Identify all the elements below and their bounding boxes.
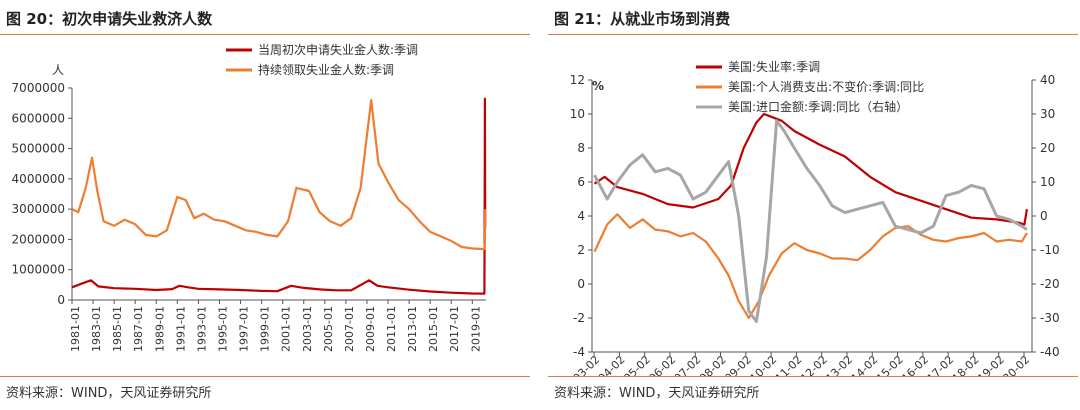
x-tick-label: 2005-01	[322, 306, 335, 352]
y-tick-label: 5000000	[12, 142, 65, 156]
legend-label: 美国:进口金额:季调:同比（右轴）	[728, 99, 908, 114]
y-tick-label: 0	[57, 293, 65, 307]
y-axis-unit-label: %	[592, 79, 604, 93]
x-tick-label: 2007-01	[343, 306, 356, 352]
x-tick-label: 2009-01	[364, 306, 377, 352]
series-line	[71, 97, 487, 295]
series-line	[71, 98, 487, 251]
x-tick-label: 1997-01	[238, 306, 251, 352]
x-tick-label: 1985-01	[111, 306, 124, 352]
y-tick-label: 8	[577, 141, 585, 155]
unemployment-claims-chart: 0 1000000 2000000 3000000 4000000 5000000 6000…	[12, 42, 487, 352]
x-tick-label: 2011-01	[385, 306, 398, 352]
title-divider	[0, 34, 530, 35]
figure-21-panel: 图 21：从就业市场到消费 -4 -2 0 2 4 6 8 10 12% -40 -30 -20 -10…	[548, 0, 1078, 410]
y-tick-label: 3000000	[12, 202, 65, 216]
series-line	[593, 112, 1028, 226]
y-tick-label: -2	[573, 311, 585, 325]
y2-tick-label: 40	[1040, 73, 1055, 87]
x-tick-label: 2017-01	[448, 306, 461, 352]
y-axis-unit-label: 人	[52, 63, 64, 77]
x-tick-label: 2013-01	[406, 306, 419, 352]
y2-tick-label: 30	[1040, 107, 1055, 121]
y-tick-label: 6	[577, 175, 585, 189]
y2-tick-label: 20	[1040, 141, 1055, 155]
legend-label: 持续领取失业金人数:季调	[258, 62, 394, 77]
series-line	[593, 119, 1028, 323]
legend-label: 美国:失业率:季调	[728, 59, 820, 74]
x-tick-label: 2003-01	[301, 306, 314, 352]
y-tick-label: 2	[577, 243, 585, 257]
y2-tick-label: 0	[1040, 209, 1048, 223]
y2-tick-label: -20	[1040, 277, 1060, 291]
x-tick-label: 1999-01	[259, 306, 272, 352]
y-tick-label: -4	[573, 345, 585, 359]
series-line	[593, 213, 1028, 320]
legend-label: 美国:个人消费支出:不变价:季调:同比	[728, 79, 924, 94]
y2-tick-label: -40	[1040, 345, 1060, 359]
y-tick-label: 4000000	[12, 172, 65, 186]
y-tick-label: 7000000	[12, 81, 65, 95]
x-tick-label: 2001-01	[280, 306, 293, 352]
y2-tick-label: -10	[1040, 243, 1060, 257]
figure-title: 图 21：从就业市场到消费	[554, 10, 731, 28]
source-note: 资料来源：WIND，天风证券研究所	[6, 386, 212, 401]
y-tick-label: 2000000	[12, 232, 65, 246]
source-divider	[548, 376, 1078, 377]
x-tick-label: 1987-01	[132, 306, 145, 352]
x-tick-label: 1995-01	[216, 306, 229, 352]
x-tick-label: 1989-01	[153, 306, 166, 352]
legend-label: 当周初次申请失业金人数:季调	[258, 42, 418, 57]
x-tick-label: 2019-01	[469, 306, 482, 352]
x-tick-label: 1991-01	[174, 306, 187, 352]
figure-20-panel: 图 20：初次申请失业救济人数 0 1000000 2000000 3000000 40…	[0, 0, 530, 410]
y2-tick-label: 10	[1040, 175, 1055, 189]
source-note: 资料来源：WIND，天风证券研究所	[554, 386, 760, 401]
x-tick-label: 1981-01	[69, 306, 82, 352]
source-divider	[0, 376, 530, 377]
y-tick-label: 0	[577, 277, 585, 291]
y-tick-label: 6000000	[12, 111, 65, 125]
y-tick-label: 12	[570, 73, 585, 87]
title-divider	[548, 34, 1078, 35]
x-tick-label: 2015-01	[427, 306, 440, 352]
y-tick-label: 10	[570, 107, 585, 121]
x-tick-label: 1983-01	[90, 306, 103, 352]
y-tick-label: 4	[577, 209, 585, 223]
figure-title: 图 20：初次申请失业救济人数	[6, 10, 213, 28]
x-tick-label: 1993-01	[195, 306, 208, 352]
y2-tick-label: -30	[1040, 311, 1060, 325]
y-tick-label: 1000000	[12, 263, 65, 277]
